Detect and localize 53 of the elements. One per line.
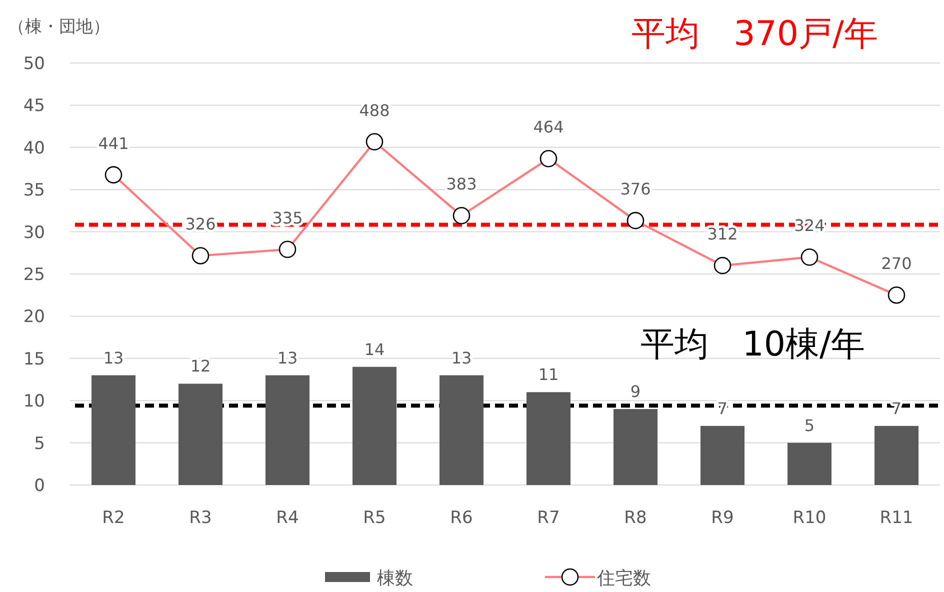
y-tick-label: 0 — [34, 476, 45, 496]
y-tick-label: 40 — [23, 138, 45, 158]
x-tick-label: R9 — [711, 508, 734, 528]
x-tick-label: R4 — [276, 508, 299, 528]
x-tick-label: R7 — [537, 508, 560, 528]
y-tick-label: 15 — [23, 349, 45, 370]
bar — [440, 375, 484, 485]
legend-label: 棟数 — [377, 568, 413, 589]
bar — [874, 426, 918, 485]
bar — [266, 375, 310, 485]
y-tick-label: 45 — [23, 96, 45, 116]
bar — [178, 384, 222, 485]
x-tick-label: R3 — [189, 508, 212, 528]
y-tick-label: 20 — [23, 307, 45, 328]
y-tick-label: 25 — [23, 265, 45, 285]
data-label: 9 — [630, 382, 641, 402]
data-label: 335 — [272, 208, 303, 228]
data-label: 7 — [891, 398, 902, 418]
data-label: 13 — [277, 348, 298, 368]
ref-line-label: 平均 370戸/年 — [632, 14, 878, 54]
data-label: 13 — [451, 348, 472, 368]
data-label: 441 — [98, 134, 129, 153]
data-label: 312 — [707, 224, 738, 244]
bar — [92, 375, 136, 485]
y-tick-label: 10 — [23, 392, 45, 412]
data-label: 14 — [364, 340, 385, 359]
data-label: 11 — [538, 365, 559, 384]
bar — [614, 409, 658, 485]
bar — [352, 366, 396, 485]
data-label: 12 — [190, 356, 211, 376]
y-tick-label: 30 — [23, 222, 45, 243]
y-tick-label: 50 — [23, 54, 45, 74]
y-axis-title: （棟・団地） — [8, 17, 110, 37]
data-label: 383 — [446, 174, 477, 194]
ref-line-label: 平均 10棟/年 — [640, 324, 865, 365]
x-tick-label: R6 — [450, 508, 473, 528]
y-tick-label: 35 — [23, 180, 45, 201]
data-label: 488 — [359, 100, 390, 120]
data-label: 464 — [533, 118, 564, 137]
data-label: 5 — [804, 416, 815, 435]
x-tick-label: R11 — [880, 508, 914, 528]
data-label: 270 — [881, 254, 912, 274]
x-tick-label: R5 — [363, 508, 386, 528]
x-tick-label: R8 — [624, 508, 647, 528]
bar — [700, 426, 744, 485]
x-tick-label: R2 — [102, 508, 125, 528]
y-tick-label: 5 — [34, 434, 45, 454]
legend-label: 住宅数 — [596, 568, 651, 589]
data-label: 376 — [620, 180, 651, 199]
bar — [526, 392, 570, 485]
bar — [788, 442, 832, 485]
x-tick-label: R10 — [792, 508, 826, 528]
data-label: 13 — [103, 348, 124, 368]
